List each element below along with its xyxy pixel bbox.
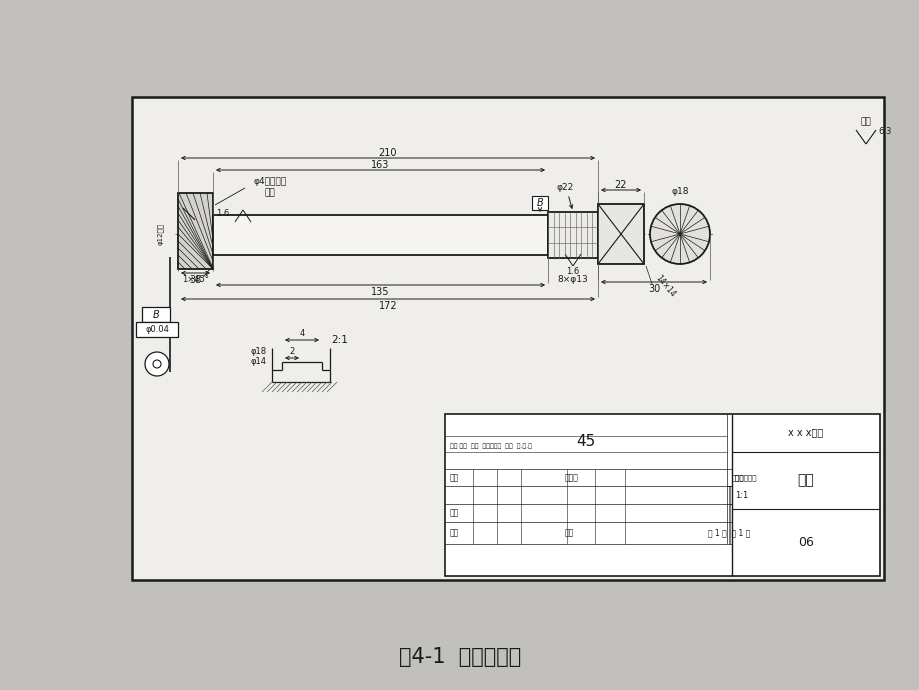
- Bar: [177, 193, 213, 269]
- Text: x x x学院: x x x学院: [788, 427, 823, 437]
- Bar: [548, 212, 597, 258]
- Text: B: B: [153, 310, 159, 319]
- Text: 共 1 张  第 1 张: 共 1 张 第 1 张: [708, 529, 750, 538]
- Text: 172: 172: [379, 301, 397, 311]
- Polygon shape: [183, 208, 195, 220]
- Text: 2: 2: [289, 348, 294, 357]
- Text: 2:1: 2:1: [331, 335, 348, 345]
- Text: 30: 30: [647, 284, 660, 294]
- Text: φ4圆锥销孔: φ4圆锥销孔: [253, 177, 286, 186]
- Text: 审核: 审核: [449, 509, 459, 518]
- Bar: [445, 414, 879, 576]
- Text: 重量  比例: 重量 比例: [734, 474, 756, 481]
- Text: 210: 210: [379, 148, 397, 158]
- Text: B: B: [536, 198, 543, 208]
- Circle shape: [145, 352, 169, 376]
- Text: 1:1: 1:1: [734, 491, 748, 500]
- Bar: [131, 97, 883, 580]
- Text: 135: 135: [371, 287, 390, 297]
- Text: 阶段标记: 阶段标记: [732, 474, 748, 481]
- Text: 1×45°: 1×45°: [182, 275, 210, 284]
- Text: 标准化: 标准化: [564, 473, 578, 482]
- Text: 4: 4: [299, 330, 304, 339]
- Text: 配作: 配作: [265, 188, 275, 197]
- Text: φ0.04: φ0.04: [145, 325, 169, 334]
- Bar: [136, 322, 177, 337]
- Bar: [142, 307, 170, 322]
- Text: 1.6: 1.6: [566, 266, 579, 275]
- Text: φ22: φ22: [556, 184, 573, 193]
- Text: 肆杆: 肆杆: [797, 473, 813, 488]
- Text: 1.6: 1.6: [216, 210, 229, 219]
- Text: 标记 处数  分区  更改文件号  签名  年.月.日: 标记 处数 分区 更改文件号 签名 年.月.日: [449, 444, 531, 449]
- Bar: [597, 204, 643, 264]
- Text: 22: 22: [614, 180, 627, 190]
- Text: φ18: φ18: [671, 188, 688, 197]
- Text: 06: 06: [797, 536, 813, 549]
- Circle shape: [650, 204, 709, 264]
- Text: 图4-1  螺杆零件图: 图4-1 螺杆零件图: [399, 647, 520, 667]
- Text: 45: 45: [575, 435, 595, 449]
- Text: 设计: 设计: [449, 473, 459, 482]
- Text: 6.3: 6.3: [877, 128, 891, 137]
- Text: 38: 38: [189, 275, 201, 285]
- Text: 其余: 其余: [859, 117, 870, 126]
- Bar: [531, 196, 548, 210]
- Text: φ14: φ14: [251, 357, 267, 366]
- Text: φ12公差: φ12公差: [156, 223, 164, 245]
- Text: 工艺: 工艺: [449, 529, 459, 538]
- Text: 8×φ13: 8×φ13: [557, 275, 588, 284]
- Text: 14×14: 14×14: [653, 273, 676, 299]
- Text: φ18: φ18: [251, 348, 267, 357]
- Bar: [213, 215, 548, 255]
- Text: 批准: 批准: [564, 529, 573, 538]
- Text: 163: 163: [371, 160, 390, 170]
